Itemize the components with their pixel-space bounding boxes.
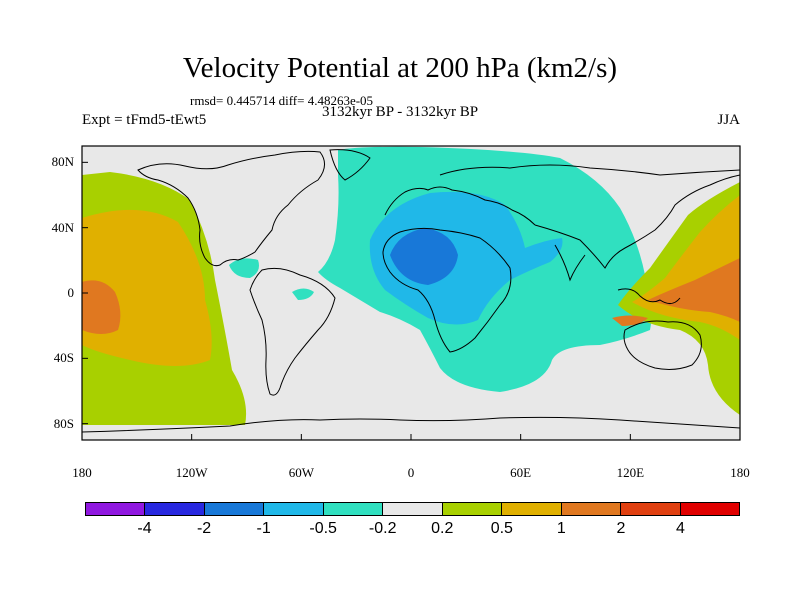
lon-label: 120W (175, 465, 208, 480)
lon-label: 0 (407, 465, 415, 480)
colorbar-swatch (442, 503, 503, 515)
lon-label: 60W (288, 465, 314, 480)
colorbar-label: 0.2 (431, 520, 454, 537)
atlantic-negative-spot (292, 288, 314, 300)
colorbar (85, 502, 740, 516)
indian-peninsula (554, 244, 586, 282)
rmsd-stats: rmsd= 0.445714 diff= 4.48263e-05 (190, 93, 374, 108)
antarctica-coast (82, 416, 740, 433)
colorbar-swatch (621, 503, 681, 515)
lon-label: 180 (72, 465, 92, 480)
greenland-coast (329, 149, 371, 181)
colorbar-label: -2 (196, 520, 212, 537)
colorbar-label: -1 (256, 520, 271, 537)
colorbar-swatch (502, 503, 562, 515)
colorbar-label: -0.5 (309, 520, 337, 537)
australia-coast (623, 320, 702, 370)
lat-label: 80S (53, 415, 74, 431)
lat-label: 40N (51, 219, 74, 235)
lat-label: 40S (53, 350, 74, 366)
north-america-coast (137, 150, 325, 267)
colorbar-label: 2 (616, 520, 626, 537)
lat-label: 0 (67, 285, 75, 300)
southeast-asia-islands (617, 288, 681, 304)
africa-inner-region (369, 191, 563, 325)
colorbar-label: -0.2 (368, 520, 397, 537)
asia-coast (534, 174, 740, 269)
colorbar-swatch (680, 503, 739, 515)
sahara-min-region (390, 228, 458, 285)
eastern-pacific-max-region (82, 280, 121, 334)
colorbar-label: 4 (676, 520, 685, 537)
lon-label: 180 (730, 465, 750, 480)
season-label: JJA (717, 112, 740, 128)
caribbean-negative-region (229, 258, 259, 278)
lon-label: 120E (616, 465, 645, 480)
arctic-asia-coast (439, 164, 740, 176)
colorbar-label: 0.5 (490, 520, 513, 537)
colorbar-label: 1 (556, 520, 566, 537)
africa-coast (382, 227, 512, 353)
coastlines (82, 149, 740, 433)
europe-coast (384, 186, 536, 226)
colorbar-label: -4 (137, 520, 152, 537)
western-pacific-max-region (648, 258, 740, 322)
colorbar-swatch (264, 503, 324, 515)
lat-label: 80N (51, 154, 74, 170)
colorbar-swatch (323, 503, 384, 515)
colorbar-swatch (145, 503, 205, 515)
time-period: 3132kyr BP - 3132kyr BP (321, 104, 479, 120)
axis-ticks (81, 161, 741, 440)
colorbar-swatch (561, 503, 622, 515)
south-america-coast (249, 267, 336, 396)
experiment-label: Expt = tFmd5-tEwt5 (82, 112, 207, 128)
colorbar-swatch (383, 503, 443, 515)
colorbar-swatch (86, 503, 146, 515)
plot-title: Velocity Potential at 200 hPa (km2/s) (182, 52, 618, 84)
colorbar-swatch (204, 503, 265, 515)
lon-label: 60E (510, 465, 532, 480)
